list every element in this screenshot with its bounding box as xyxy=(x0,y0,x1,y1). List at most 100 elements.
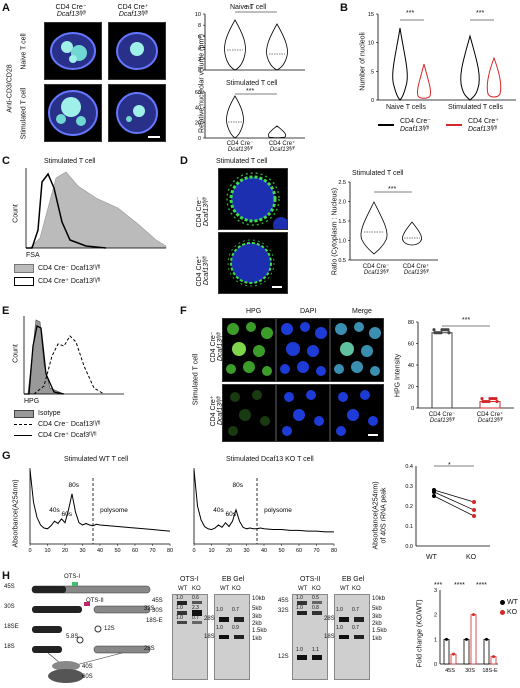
e-legend-swatch-2 xyxy=(14,424,32,425)
h-blot1-wt: WT xyxy=(178,586,188,592)
h-gel2-ladder-1: 10kb xyxy=(372,596,386,602)
x-tick-label: 80 xyxy=(331,548,337,554)
h-lbl-32s: 32S xyxy=(144,606,155,612)
h-processing-diagram xyxy=(31,582,151,683)
h-blot2-v1a: 1.0 xyxy=(296,595,303,601)
panel-label-h: H xyxy=(2,570,10,582)
h-blot2-title: OTS-II xyxy=(300,576,321,583)
h-gel2-ladder-6: 1kb xyxy=(372,636,382,642)
e-ylabel: Count xyxy=(12,344,20,363)
y-tick-label: 1.0 xyxy=(338,239,346,245)
f-ylabel: HPG Intensity xyxy=(394,353,402,398)
h-lbl-ots2: OTS-II xyxy=(86,598,104,604)
peak-label-80s: 80s xyxy=(69,482,80,489)
x-tick-label: 0 xyxy=(192,548,195,554)
h-lbl-60s: 60S xyxy=(82,674,93,680)
h-blot2-band-3: 12S xyxy=(278,654,289,660)
wt-point xyxy=(445,637,448,641)
h-gel1-ladder-3: 3kb xyxy=(252,614,262,620)
h-gel1-title: EB Gel xyxy=(222,576,245,583)
h-blot1-band-3: 18S-E xyxy=(146,618,163,624)
h-gel2-v2b: 0.7 xyxy=(352,625,359,631)
b-xtick-2: Stimulated T cells xyxy=(448,104,503,111)
panel-label-e: E xyxy=(2,305,10,317)
c-ylabel: Count xyxy=(12,204,20,223)
x-tick-label: 40 xyxy=(261,548,267,554)
b-violin-plot: 15 10 5 0 xyxy=(368,12,516,104)
x-tick-label: 10 xyxy=(44,548,50,554)
h-gel1-ko: KO xyxy=(232,586,241,592)
f-point xyxy=(480,396,484,401)
h-bar-sig-1: *** xyxy=(434,582,443,589)
wt-bar xyxy=(483,638,490,665)
h-bar-ylabel: Fold change (KO/WT) xyxy=(416,599,424,668)
h-gel1-band-2: 18S xyxy=(204,634,215,640)
y-tick-label: 40 xyxy=(195,105,201,111)
h-fold-change-chart: 3 2 1 0 45S 30S 18S-E xyxy=(434,588,498,674)
d-sig: *** xyxy=(388,186,397,193)
h-gel1-v2a: 1.0 xyxy=(216,625,223,631)
h-blot1-band-1: 45S xyxy=(152,598,163,604)
h-blot2-v2b: 0.8 xyxy=(312,605,319,611)
d-xtick-1: CD4 Cre⁻ Dcaf13ᶠˡ/ᶠˡ xyxy=(362,264,390,276)
c-legend-1: CD4 Cre⁻ Dcaf13ᶠˡ/ᶠˡ xyxy=(38,265,101,272)
y-tick-label: 80 xyxy=(408,320,414,326)
y-tick-label: 60 xyxy=(195,90,201,96)
h-legend-ko: KO xyxy=(507,609,518,616)
y-tick-label: 6 xyxy=(198,34,201,40)
y-tick-label: 4 xyxy=(198,46,201,52)
x-tick-label: 60 xyxy=(132,548,138,554)
y-tick-label: 2.5 xyxy=(338,180,346,186)
wt-bar xyxy=(463,638,470,665)
h-lbl-18se: 18SE xyxy=(4,624,19,630)
a-stim-title: Stimulated T cell xyxy=(226,80,278,87)
a-side-label: Anti-CD3/CD28 xyxy=(6,64,14,113)
e-xlabel: HPG xyxy=(24,398,40,405)
d-plot-title: Stimulated T cell xyxy=(352,170,404,177)
a-naive-title: Naive T cell xyxy=(230,4,267,11)
h-blot1-v1b: 0.6 xyxy=(192,595,199,601)
f-bar-chart: 80 60 40 20 0 xyxy=(408,320,514,412)
panel-label-a: A xyxy=(2,2,10,14)
f-point xyxy=(481,399,485,404)
h-blot1-ko: KO xyxy=(192,586,201,592)
d-violin-plot: 2.5 2.0 1.5 1.0 0.5 xyxy=(338,180,438,264)
peak-label-60s: 60s xyxy=(226,511,237,518)
h-blot1-title: OTS-I xyxy=(180,576,199,583)
h-gel1-ladder-5: 1.5kb xyxy=(252,628,267,634)
h-legend-dot-wt xyxy=(500,600,505,605)
h-gel1-image xyxy=(214,594,250,680)
y-tick-label: 0 xyxy=(198,136,201,142)
y-tick-label: 0 xyxy=(198,68,201,74)
x-tick-label: 70 xyxy=(149,548,155,554)
h-lbl-28s: 28S xyxy=(144,646,155,652)
h-gel1-v2b: 0.9 xyxy=(232,625,239,631)
y-tick-label: 10 xyxy=(195,12,201,18)
h-blot2-band-1: 45S xyxy=(278,598,289,604)
y-tick-label: 0.3 xyxy=(405,484,413,490)
e-legend-swatch-1 xyxy=(14,410,34,418)
x-tick-label: 60 xyxy=(296,548,302,554)
c-legend-2: CD4 Cre⁺ Dcaf13ᶠˡ/ᶠˡ xyxy=(38,278,101,285)
peak-label-80s: 80s xyxy=(233,482,244,489)
x-tick-label: 80 xyxy=(167,548,173,554)
a-row1-label: Naive T cell xyxy=(20,33,28,70)
y-tick-label: 60 xyxy=(408,342,414,348)
a-stim-sig: *** xyxy=(246,88,255,95)
peak-label-polysome: polysome xyxy=(100,507,128,514)
x-tick-label: 45S xyxy=(445,668,455,674)
c-legend-swatch-2 xyxy=(14,277,34,286)
y-tick-label: 1 xyxy=(434,637,437,643)
h-blot2-v3a: 1.0 xyxy=(296,647,303,653)
h-gel1-ladder-6: 1kb xyxy=(252,636,262,642)
h-blot1-v1a: 1.0 xyxy=(176,595,183,601)
f-xtick-2: CD4 Cre⁺ Dcaf13ᶠˡ/ᶠˡ xyxy=(476,412,504,424)
h-gel1-wt: WT xyxy=(220,586,230,592)
x-tick-label: 50 xyxy=(114,548,120,554)
h-lbl-58s: 5.8S xyxy=(66,634,79,640)
b-legend-swatch-2 xyxy=(446,124,462,126)
y-tick-label: 10 xyxy=(368,41,374,47)
a-col1-header: CD4 Cre⁻ Dcaf13ᶠˡ/ᶠˡ xyxy=(55,4,87,18)
g-r-sig: * xyxy=(448,462,451,469)
b-legend-1: CD4 Cre⁻ Dcaf13ᶠˡ/ᶠˡ xyxy=(400,118,431,133)
